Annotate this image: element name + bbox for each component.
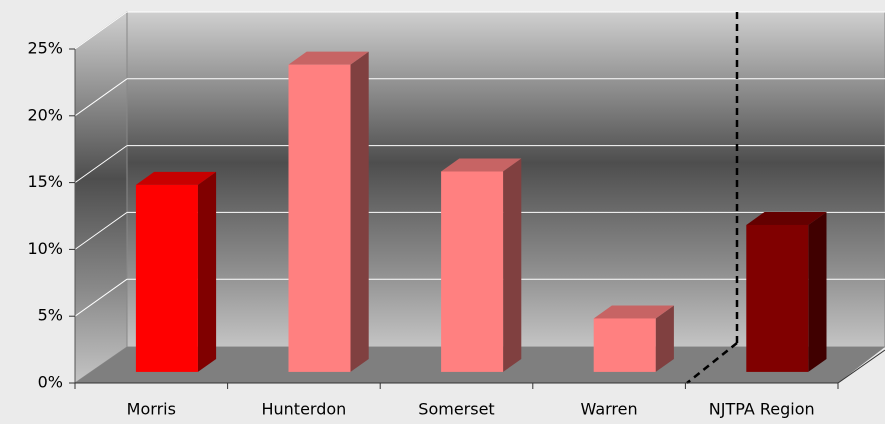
- bar-side: [503, 158, 522, 372]
- y-tick-label: 10%: [27, 239, 63, 258]
- bar-side: [350, 51, 369, 372]
- floor-edge: [837, 349, 885, 384]
- grid-line: [74, 211, 128, 250]
- x-tick-label: Hunterdon: [261, 400, 346, 419]
- y-tick-label: 5%: [38, 306, 63, 325]
- grid-line: [74, 11, 128, 50]
- y-tick-label: 15%: [27, 172, 63, 191]
- bar: [135, 184, 198, 372]
- bar: [593, 318, 656, 372]
- y-tick-label: 25%: [27, 39, 63, 58]
- bar: [746, 224, 809, 372]
- x-tick-label: Morris: [127, 400, 176, 419]
- separator: [686, 342, 738, 384]
- x-tick-label: Somerset: [418, 400, 494, 419]
- grid-line: [74, 145, 128, 184]
- bar: [288, 64, 351, 372]
- x-tick-label: NJTPA Region: [709, 400, 815, 419]
- bar: [441, 171, 504, 372]
- x-tick-label: Warren: [581, 400, 638, 419]
- grid-line: [74, 278, 128, 317]
- y-tick-label: 20%: [27, 105, 63, 124]
- grid-line: [74, 78, 128, 117]
- bar-side: [655, 305, 674, 372]
- bar-top: [746, 211, 827, 225]
- bar-top: [441, 158, 522, 172]
- side-wall: [74, 11, 128, 384]
- bar-top: [593, 305, 674, 319]
- bar-top: [288, 51, 369, 65]
- bar-side: [808, 211, 827, 372]
- y-tick-label: 0%: [38, 373, 63, 392]
- bar-top: [135, 171, 217, 185]
- bar-side: [197, 171, 217, 372]
